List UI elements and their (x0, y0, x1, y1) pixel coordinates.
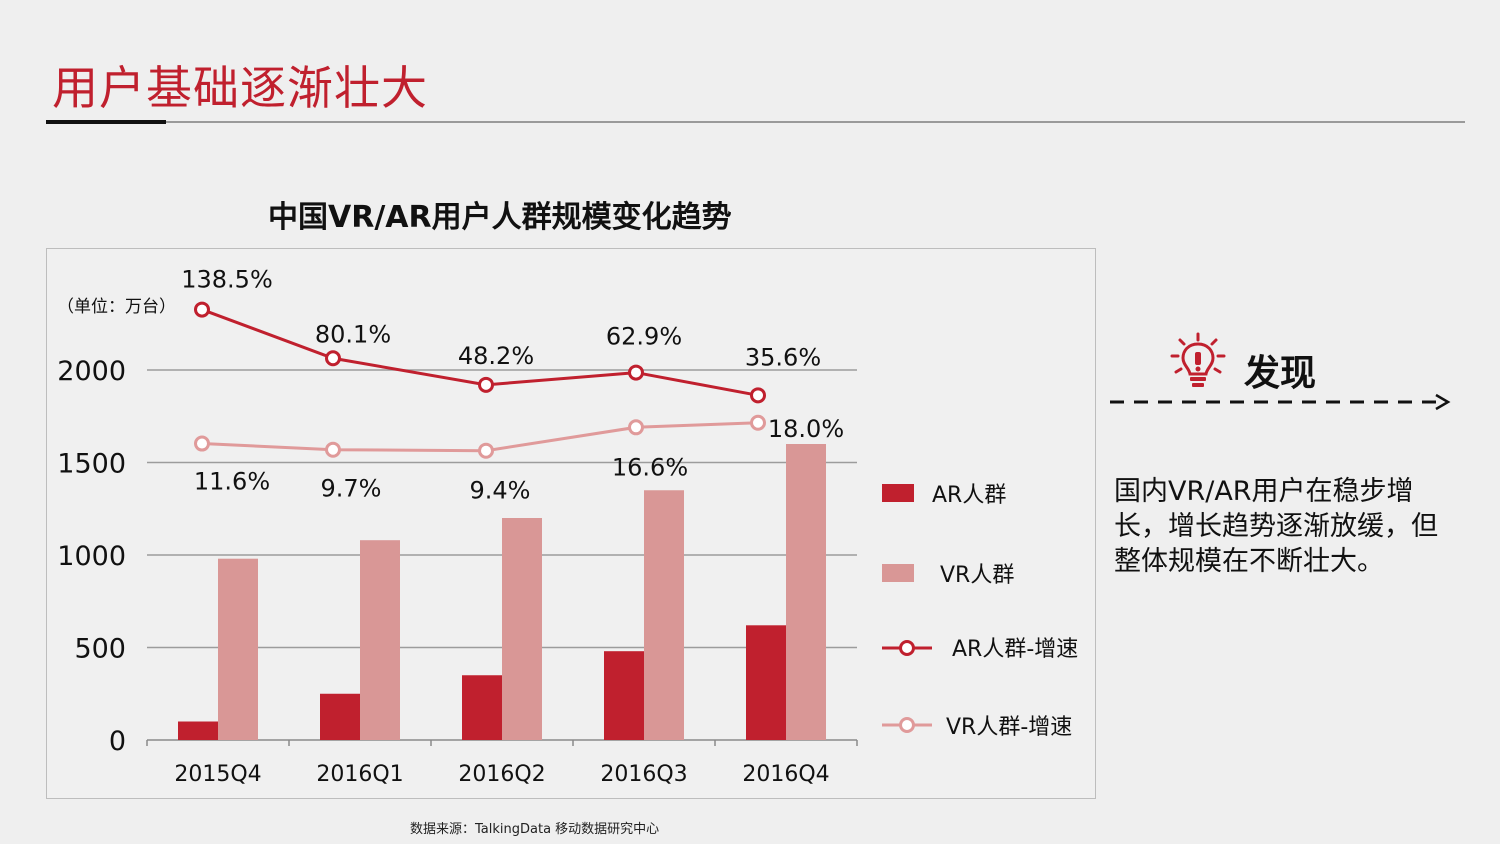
page-title: 用户基础逐渐壮大 (52, 61, 428, 115)
ar-growth-data-label: 35.6% (745, 343, 821, 371)
lightbulb-icon (1170, 332, 1226, 387)
ar-growth-point (194, 301, 210, 318)
y-tick-label: 500 (74, 634, 126, 665)
x-tick-label: 2015Q4 (174, 762, 261, 787)
x-tick-label: 2016Q1 (316, 762, 403, 787)
data-source: 数据来源：TalkingData 移动数据研究中心 (410, 822, 660, 837)
bar-vr (786, 444, 826, 740)
finding-text: 国内VR/AR用户在稳步增长，增长趋势逐渐放缓，但整体规模在不断壮大。 (1114, 476, 1438, 577)
legend-marker-vr-growth (899, 717, 915, 733)
title-divider-accent (46, 120, 166, 124)
bar-ar (462, 675, 502, 740)
y-tick-label: 0 (109, 726, 126, 757)
bar-vr (502, 518, 542, 740)
bar-ar (178, 721, 218, 740)
legend-label-ar-growth: AR人群-增速 (952, 637, 1078, 662)
chart-title: 中国VR/AR用户人群规模变化趋势 (268, 200, 732, 235)
ar-growth-point (628, 364, 644, 381)
vr-growth-point (194, 435, 210, 452)
vr-growth-point (325, 441, 341, 458)
y-tick-label: 2000 (57, 356, 126, 387)
legend-swatch-ar (882, 484, 914, 502)
x-tick-label: 2016Q4 (742, 762, 829, 787)
title-divider (46, 121, 1465, 123)
y-tick-label: 1000 (57, 541, 126, 572)
dashed-arrow-icon (1110, 393, 1451, 411)
legend-marker-ar-growth (899, 640, 915, 656)
ar-growth-point (750, 387, 766, 404)
bar-ar (604, 651, 644, 740)
vr-growth-data-label: 11.6% (194, 468, 270, 496)
ar-growth-point (325, 350, 341, 367)
ar-growth-data-label: 138.5% (181, 266, 273, 294)
ar-growth-data-label: 62.9% (606, 323, 682, 351)
bar-ar (746, 625, 786, 740)
y-tick-label: 1500 (57, 449, 126, 480)
vr-growth-data-label: 16.6% (612, 453, 688, 481)
ar-growth-data-label: 48.2% (458, 342, 534, 370)
x-tick-label: 2016Q2 (458, 762, 545, 787)
unit-label: （单位：万台） (57, 297, 176, 317)
ar-growth-point (478, 376, 494, 393)
legend-swatch-vr (882, 564, 914, 582)
vr-growth-point (628, 419, 644, 436)
bar-vr (644, 490, 684, 740)
x-tick-label: 2016Q3 (600, 762, 687, 787)
bar-ar (320, 693, 360, 740)
legend-label-vr-growth: VR人群-增速 (946, 715, 1072, 740)
legend-label-ar: AR人群 (932, 483, 1006, 508)
finding-label: 发现 (1244, 353, 1317, 394)
bar-vr (360, 540, 400, 740)
chart: 0 500 1000 1500 2000 （单位：万台） 2015Q4 2016Q1 2016Q… (57, 266, 1078, 787)
vr-growth-data-label: 9.7% (321, 475, 382, 503)
bar-vr (218, 558, 258, 740)
vr-growth-data-label: 18.0% (768, 415, 844, 443)
vr-growth-point (478, 442, 494, 459)
vr-growth-data-label: 9.4% (470, 477, 531, 505)
vr-growth-point (750, 414, 766, 431)
legend-label-vr: VR人群 (940, 563, 1014, 588)
ar-growth-data-label: 80.1% (315, 320, 391, 348)
